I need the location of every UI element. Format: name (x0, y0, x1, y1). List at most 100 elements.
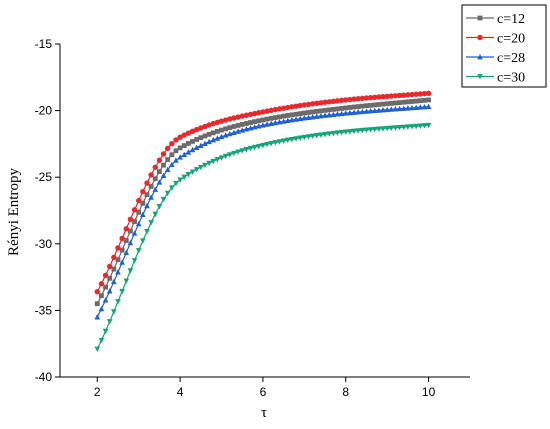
data-point (135, 248, 142, 254)
data-point (330, 98, 337, 104)
data-point (231, 115, 237, 121)
data-point (272, 140, 279, 146)
data-point (285, 104, 291, 111)
data-point (98, 305, 105, 312)
data-point (310, 109, 316, 115)
data-point (396, 92, 403, 99)
data-point (376, 102, 382, 107)
data-point (417, 91, 424, 97)
legend-marker (477, 54, 483, 60)
data-point (396, 125, 403, 131)
data-point (380, 93, 386, 100)
data-point (231, 129, 237, 135)
data-point (223, 126, 229, 132)
data-point (335, 106, 340, 112)
data-point (251, 144, 258, 151)
data-point (384, 125, 390, 132)
data-point (318, 113, 324, 119)
data-point (177, 154, 183, 160)
data-point (372, 102, 378, 108)
data-point (305, 101, 312, 108)
data-point (422, 97, 427, 103)
data-point (401, 92, 407, 98)
data-point (301, 134, 308, 141)
data-point (206, 160, 212, 167)
data-point (160, 151, 167, 157)
data-point (409, 104, 415, 111)
data-point (343, 97, 349, 103)
data-point (193, 126, 200, 133)
x-axis-title: τ (261, 405, 267, 421)
data-point (268, 107, 274, 114)
data-point (347, 109, 353, 116)
data-point (405, 124, 411, 130)
data-point (260, 109, 266, 115)
data-point (384, 101, 390, 107)
data-point (397, 100, 402, 106)
data-point (314, 100, 320, 106)
data-point (309, 101, 316, 107)
data-point (210, 120, 216, 127)
data-point (367, 107, 374, 114)
data-point (247, 145, 254, 152)
data-point (355, 104, 361, 109)
data-point (268, 120, 275, 126)
data-point (400, 105, 407, 111)
data-point (281, 113, 287, 119)
data-point (268, 140, 275, 147)
data-point (297, 111, 303, 117)
data-point (127, 216, 134, 222)
data-point (148, 184, 154, 189)
data-point (297, 115, 304, 122)
data-point (214, 129, 220, 134)
data-point (169, 161, 175, 167)
data-point (164, 190, 171, 197)
data-point (156, 169, 162, 175)
data-point (202, 123, 208, 130)
data-point (380, 126, 386, 132)
data-point (421, 90, 428, 97)
data-point (401, 99, 407, 105)
x-tick-label: 4 (177, 385, 184, 399)
data-point (210, 136, 217, 143)
data-point (359, 103, 365, 109)
data-point (177, 177, 183, 183)
data-point (227, 125, 233, 131)
data-point (400, 124, 407, 131)
data-point (169, 152, 175, 158)
data-point (111, 309, 117, 315)
data-point (119, 259, 125, 265)
legend-label: c=30 (497, 71, 525, 86)
data-point (206, 122, 212, 128)
data-point (164, 166, 171, 173)
data-point (363, 95, 370, 101)
data-point (309, 114, 316, 120)
data-point (318, 108, 324, 114)
data-point (376, 126, 382, 132)
data-point (301, 102, 308, 108)
data-point (326, 107, 332, 113)
data-point (388, 106, 395, 112)
data-point (388, 100, 394, 106)
data-point (313, 133, 320, 139)
data-point (152, 176, 158, 182)
data-point (106, 319, 113, 325)
data-point (417, 98, 423, 104)
data-point (425, 103, 432, 110)
data-point (160, 172, 167, 178)
data-point (194, 137, 200, 142)
data-point (318, 132, 324, 138)
data-point (421, 123, 428, 129)
data-point (405, 92, 411, 98)
data-point (280, 105, 287, 111)
data-point (363, 127, 370, 133)
data-point (334, 130, 341, 136)
data-point (173, 157, 179, 163)
data-point (371, 126, 378, 133)
data-point (413, 91, 419, 97)
data-point (115, 245, 121, 251)
data-point (255, 123, 262, 129)
legend-marker (477, 15, 483, 21)
data-point (314, 108, 320, 114)
data-point (140, 200, 146, 206)
